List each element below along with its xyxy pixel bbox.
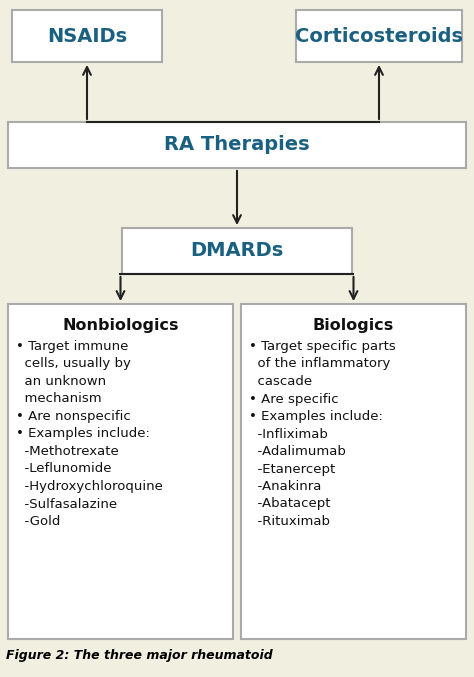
Bar xyxy=(122,228,352,274)
Text: • Are specific: • Are specific xyxy=(249,393,338,406)
Bar xyxy=(296,10,462,62)
Text: • Examples include:: • Examples include: xyxy=(16,427,150,441)
Text: -Hydroxychloroquine: -Hydroxychloroquine xyxy=(16,480,163,493)
Text: cascade: cascade xyxy=(249,375,312,388)
Text: an unknown: an unknown xyxy=(16,375,106,388)
Bar xyxy=(12,10,162,62)
Text: -Leflunomide: -Leflunomide xyxy=(16,462,111,475)
Text: cells, usually by: cells, usually by xyxy=(16,357,131,370)
Text: -Etanercept: -Etanercept xyxy=(249,462,335,475)
Text: -Gold: -Gold xyxy=(16,515,60,528)
Text: Nonbiologics: Nonbiologics xyxy=(62,318,179,333)
Bar xyxy=(8,122,466,168)
Text: Corticosteroids: Corticosteroids xyxy=(295,26,463,45)
Text: • Target specific parts: • Target specific parts xyxy=(249,340,396,353)
Bar xyxy=(241,304,466,639)
Text: Figure 2: The three major rheumatoid: Figure 2: The three major rheumatoid xyxy=(6,649,273,662)
Text: • Target immune: • Target immune xyxy=(16,340,128,353)
Text: • Are nonspecific: • Are nonspecific xyxy=(16,410,131,423)
Text: • Examples include:: • Examples include: xyxy=(249,410,383,423)
Text: RA Therapies: RA Therapies xyxy=(164,135,310,154)
Text: -Anakinra: -Anakinra xyxy=(249,480,321,493)
Text: mechanism: mechanism xyxy=(16,393,101,406)
Text: -Methotrexate: -Methotrexate xyxy=(16,445,119,458)
Bar xyxy=(8,304,233,639)
Text: of the inflammatory: of the inflammatory xyxy=(249,357,391,370)
Text: DMARDs: DMARDs xyxy=(191,242,283,261)
Text: -Rituximab: -Rituximab xyxy=(249,515,330,528)
Text: NSAIDs: NSAIDs xyxy=(47,26,127,45)
Text: -Adalimumab: -Adalimumab xyxy=(249,445,346,458)
Text: -Abatacept: -Abatacept xyxy=(249,498,330,510)
Text: -Sulfasalazine: -Sulfasalazine xyxy=(16,498,117,510)
Text: -Infliximab: -Infliximab xyxy=(249,427,328,441)
Text: Biologics: Biologics xyxy=(313,318,394,333)
